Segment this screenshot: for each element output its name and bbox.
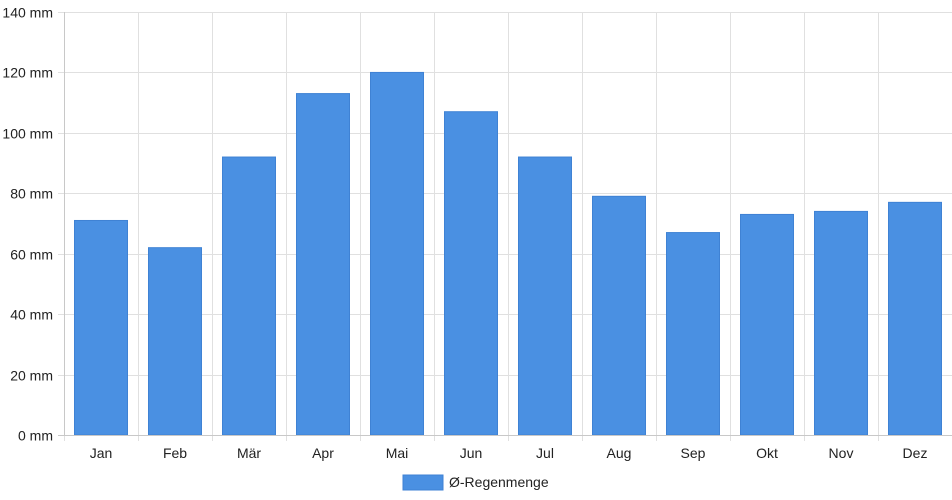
y-tick-label: 60 mm — [10, 247, 53, 263]
x-tick-label: Jun — [460, 445, 483, 461]
bar-nov[interactable] — [814, 210, 868, 436]
axes — [58, 12, 952, 436]
bar-sep[interactable] — [666, 232, 720, 436]
y-tick-label: 40 mm — [10, 307, 53, 323]
x-tick-label: Apr — [312, 445, 334, 461]
bar-mär[interactable] — [222, 156, 276, 436]
x-tick-label: Mai — [386, 445, 409, 461]
bars — [74, 71, 942, 436]
bar-apr[interactable] — [296, 93, 350, 436]
x-tick-label: Okt — [756, 445, 778, 461]
y-tick-label: 140 mm — [2, 5, 53, 21]
bar-aug[interactable] — [592, 195, 646, 436]
bar-feb[interactable] — [148, 247, 202, 436]
bar-mai[interactable] — [370, 71, 424, 436]
x-tick-label: Feb — [163, 445, 187, 461]
legend-label-rainfall[interactable]: Ø-Regenmenge — [449, 474, 549, 490]
bar-dez[interactable] — [888, 201, 942, 436]
x-tick-label: Nov — [829, 445, 854, 461]
x-tick-label: Jan — [90, 445, 113, 461]
grid-lines — [58, 12, 952, 441]
x-tick-label: Mär — [237, 445, 261, 461]
x-tick-label: Sep — [681, 445, 706, 461]
y-tick-label: 0 mm — [18, 428, 53, 444]
y-tick-label: 100 mm — [2, 126, 53, 142]
y-tick-label: 120 mm — [2, 65, 53, 81]
x-axis-tick-labels: Jan Feb Mär Apr Mai Jun Jul Aug Sep Okt Nov Dez — [90, 445, 928, 461]
x-tick-label: Jul — [536, 445, 554, 461]
bar-jun[interactable] — [444, 111, 498, 436]
bar-jul[interactable] — [518, 156, 572, 436]
y-tick-label: 80 mm — [10, 186, 53, 202]
x-tick-label: Dez — [903, 445, 928, 461]
bar-okt[interactable] — [740, 213, 794, 436]
legend-swatch[interactable] — [402, 474, 444, 491]
y-axis-tick-labels: 0 mm 20 mm 40 mm 60 mm 80 mm 100 mm 120 mm 140 … — [2, 5, 53, 444]
x-tick-label: Aug — [607, 445, 632, 461]
legend[interactable]: Ø-Regenmenge — [402, 474, 549, 491]
y-tick-label: 20 mm — [10, 368, 53, 384]
bar-jan[interactable] — [74, 219, 128, 436]
